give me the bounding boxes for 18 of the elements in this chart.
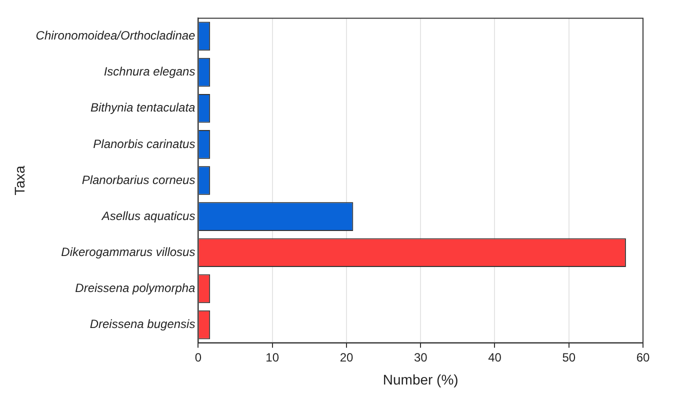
x-tick-label: 20 (340, 350, 354, 364)
y-tick-label: Planorbis carinatus (93, 136, 196, 151)
y-tick-label: Dreissena polymorpha (75, 281, 196, 296)
x-tick-label: 30 (414, 350, 428, 364)
y-tick-label: Dikerogammarus villosus (61, 244, 196, 259)
y-tick-label: Ischnura elegans (104, 64, 196, 79)
y-tick-label: Planorbarius corneus (82, 172, 196, 187)
x-tick-label: 0 (194, 350, 202, 364)
x-axis-title: Number (%) (382, 371, 458, 388)
x-tick-label: 40 (488, 350, 502, 364)
x-tick-label: 50 (562, 350, 576, 364)
y-tick-label: Chironomoidea/Orthocladinae (36, 28, 196, 43)
y-tick-label: Bithynia tentaculata (90, 100, 196, 115)
x-tick-label: 60 (636, 350, 650, 364)
y-tick-label: Asellus aquaticus (100, 208, 196, 223)
y-tick-label: Dreissena bugensis (90, 317, 196, 332)
x-tick-label: 10 (266, 350, 280, 364)
y-axis-title: Taxa (11, 166, 28, 196)
